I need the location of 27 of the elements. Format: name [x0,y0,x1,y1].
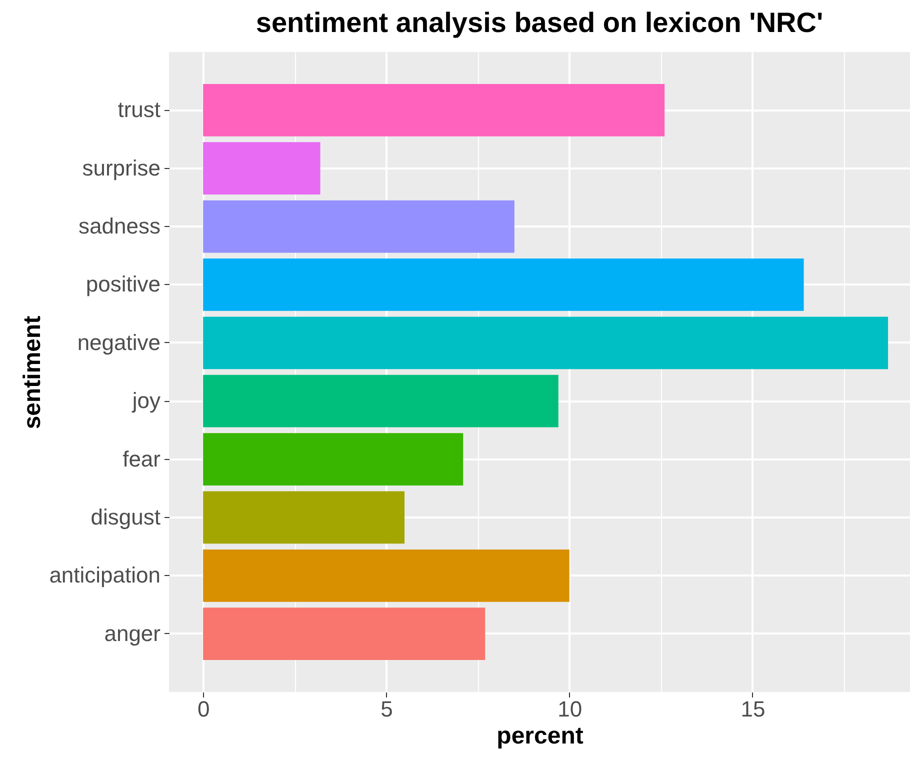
y-tick-label: disgust [90,504,160,530]
y-tick-label: fear [122,446,160,472]
chart-title: sentiment analysis based on lexicon 'NRC' [256,7,824,38]
x-tick-label: 5 [380,696,393,722]
y-tick-label: trust [118,97,160,122]
x-tick-label: 15 [740,696,766,722]
y-tick-label: anticipation [49,562,160,588]
y-tick-label: positive [86,272,160,297]
bar [203,549,570,602]
bar [203,142,320,195]
bar [203,200,514,253]
bar [203,316,888,370]
bar [203,608,486,660]
y-tick-label: surprise [82,155,160,180]
bar [203,374,558,428]
x-axis-title: percent [496,722,584,750]
y-tick-label: negative [77,330,160,355]
bar [203,84,665,136]
x-tick-label: 0 [197,696,210,722]
bar [203,491,405,544]
y-tick-label: sadness [78,214,160,239]
y-tick-label: joy [131,388,160,414]
bar [203,433,464,486]
y-axis-title: sentiment [19,316,46,430]
bar [203,258,804,311]
y-tick-label: anger [104,620,160,646]
x-tick-label: 10 [558,696,582,722]
